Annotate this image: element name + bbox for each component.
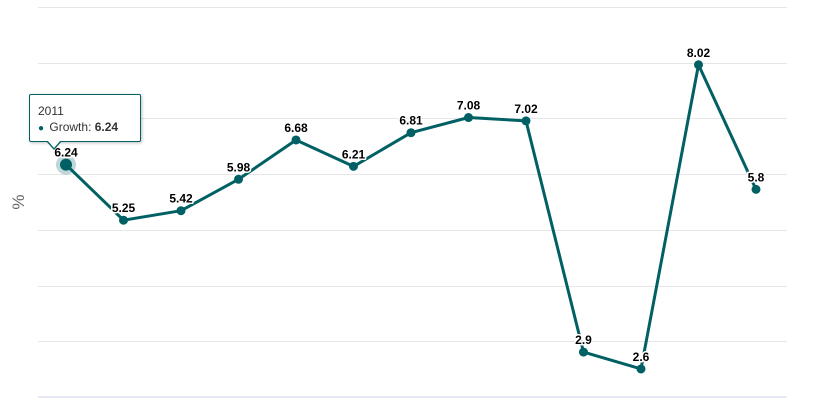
data-label: 7.08 bbox=[457, 99, 481, 113]
data-point[interactable] bbox=[751, 184, 761, 194]
data-point[interactable] bbox=[176, 206, 186, 216]
data-point[interactable] bbox=[406, 128, 416, 138]
data-point[interactable] bbox=[291, 135, 301, 145]
data-point[interactable] bbox=[464, 113, 473, 123]
data-point[interactable] bbox=[521, 116, 531, 126]
data-point[interactable] bbox=[694, 60, 703, 70]
data-point[interactable] bbox=[60, 158, 72, 171]
grid-lines bbox=[38, 7, 787, 342]
data-label: 2.6 bbox=[633, 350, 650, 364]
data-label: 5.8 bbox=[748, 170, 765, 184]
series-dot-icon: ● bbox=[38, 123, 45, 134]
data-label: 6.81 bbox=[399, 114, 423, 128]
data-point[interactable] bbox=[234, 174, 243, 184]
data-point[interactable] bbox=[579, 347, 588, 357]
data-label: 7.02 bbox=[514, 102, 538, 116]
data-label: 5.25 bbox=[112, 201, 136, 215]
data-label: 6.21 bbox=[342, 147, 366, 161]
tooltip: 2011 ● Growth: 6.24 bbox=[29, 94, 141, 142]
tooltip-year: 2011 bbox=[38, 104, 64, 118]
data-labels: 6.24 5.25 5.42 5.98 6.68 6.21 6.81 7.08 7.02 2.9 2… bbox=[53, 44, 766, 365]
data-label: 5.42 bbox=[169, 192, 193, 206]
series-markers bbox=[56, 60, 761, 374]
tooltip-series-label: Growth: bbox=[49, 120, 92, 134]
tooltip-caret-fill bbox=[47, 140, 61, 148]
data-label: 8.02 bbox=[687, 46, 711, 60]
data-label: 5.98 bbox=[227, 160, 251, 174]
data-label: 2.9 bbox=[575, 333, 592, 347]
growth-series-line bbox=[64, 63, 758, 371]
data-point[interactable] bbox=[349, 161, 358, 171]
data-point[interactable] bbox=[119, 215, 128, 225]
tooltip-value: 6.24 bbox=[94, 120, 119, 134]
data-label: 6.68 bbox=[284, 121, 308, 135]
y-axis-label: % bbox=[9, 194, 28, 209]
tooltip-value-row: ● Growth: 6.24 bbox=[38, 119, 132, 137]
data-point[interactable] bbox=[636, 364, 646, 374]
